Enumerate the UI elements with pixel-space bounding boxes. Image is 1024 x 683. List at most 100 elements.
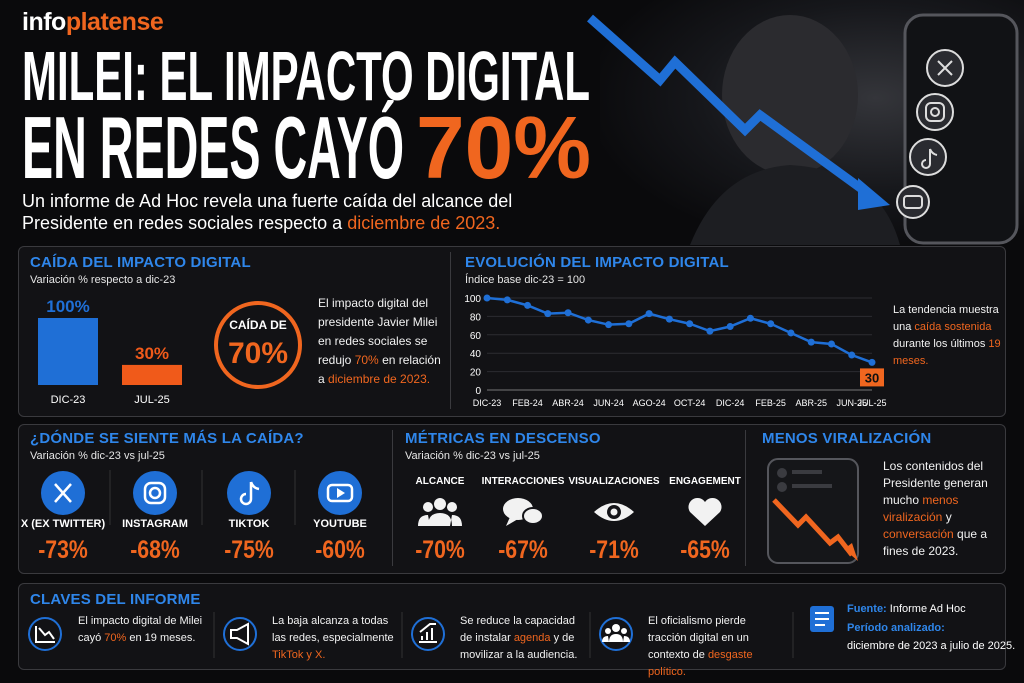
- highlight-text: diciembre de 2023.: [347, 213, 501, 233]
- source: Fuente: Informe Ad Hoc: [847, 603, 966, 615]
- highlight-text: 19 meses.: [893, 338, 1001, 367]
- phone-graphic: [767, 458, 859, 564]
- point: [584, 316, 592, 324]
- platform-name: TIKTOK: [228, 518, 270, 530]
- x-tick-label: DIC-23: [51, 394, 86, 406]
- x-tick-label: ABR-24: [552, 398, 584, 408]
- text-segment: La tendencia muestra una: [893, 304, 999, 333]
- point: [827, 340, 835, 348]
- decline-arrow: [587, 14, 873, 199]
- point: [686, 320, 694, 328]
- line-chart: 0 20 40 60 80 100 DIC-23 FEB-24 ABR-24 JUN-24 AGO-…: [464, 294, 886, 408]
- panel-title: CLAVES DEL INFORME: [30, 591, 201, 608]
- text-segment: El impacto digital del presidente Javier…: [318, 296, 438, 367]
- source-value: Informe Ad Hoc: [886, 603, 966, 615]
- platform-change: -75%: [224, 536, 274, 564]
- subtitle: Un informe de Ad Hoc revela una fuerte c…: [22, 190, 532, 234]
- highlight-text: 70%: [354, 353, 379, 367]
- text-segment: que a fines de 2023.: [883, 527, 988, 558]
- panel-title: ¿DÓNDE SE SIENTE MÁS LA CAÍDA?: [30, 430, 304, 447]
- platform-name: X (EX TWITTER): [20, 518, 106, 530]
- virality-text: Los contenidos del Presidente generan mu…: [883, 458, 998, 560]
- highlight-text: desgaste político.: [648, 649, 753, 678]
- badge: CAÍDA DE 70%: [214, 301, 302, 389]
- point: [807, 338, 815, 346]
- text-segment: y de movilizar a la audiencia.: [460, 632, 578, 661]
- y-tick-label: 60: [470, 331, 482, 342]
- point: [524, 301, 532, 309]
- platform-name: INSTAGRAM: [122, 518, 188, 530]
- key-icons: [28, 612, 794, 658]
- source-label: Fuente:: [847, 603, 887, 615]
- y-tick-label: 20: [470, 368, 482, 379]
- badge-label: CAÍDA DE: [229, 317, 287, 332]
- platform-name: YOUTUBE: [313, 518, 367, 530]
- divider: [392, 430, 393, 566]
- platform-change: -60%: [315, 536, 365, 564]
- text-segment: info: [22, 8, 66, 36]
- platform-icons: [41, 470, 362, 525]
- value-label: 100%: [46, 297, 89, 316]
- metric-name: ENGAGEMENT: [669, 476, 741, 487]
- summary-text: El impacto digital del presidente Javier…: [318, 294, 446, 389]
- portrait-head: [722, 15, 858, 175]
- x-tick-label: DIC-23: [473, 398, 502, 408]
- panel-subtitle: Variación % dic-23 vs jul-25: [405, 450, 540, 462]
- arrow-head: [858, 178, 890, 210]
- phone-icons: [896, 49, 964, 219]
- panel-row-1: [18, 246, 1006, 417]
- text-segment: en relación a: [318, 353, 441, 386]
- point: [625, 320, 633, 328]
- bar-chart: 100% DIC-23 30% JUL-25: [38, 297, 182, 406]
- metric-change: -67%: [498, 536, 548, 564]
- text-segment: La baja alcanza a todas las redes, espec…: [272, 615, 394, 644]
- point: [746, 314, 754, 322]
- text-segment: durante los últimos: [893, 338, 989, 350]
- end-label: 30: [865, 370, 879, 385]
- point: [503, 296, 511, 304]
- point: [868, 358, 876, 366]
- portrait-shoulders: [690, 165, 900, 245]
- trend-note: La tendencia muestra una caída sostenida…: [893, 302, 1003, 370]
- platform-change: -73%: [38, 536, 88, 564]
- badge-ring: [214, 301, 302, 389]
- value-label: 30%: [135, 344, 169, 363]
- y-tick-label: 80: [470, 312, 482, 323]
- badge-value: 70%: [228, 337, 288, 370]
- panel-title: MENOS VIRALIZACIÓN: [762, 430, 932, 447]
- panel-subtitle: Variación % respecto a dic-23: [30, 274, 176, 286]
- title-line-1: MILEI: EL IMPACTO DIGITAL: [22, 37, 590, 115]
- divider: [450, 252, 451, 409]
- key-text: La baja alcanza a todas las redes, espec…: [272, 613, 400, 664]
- point: [665, 315, 673, 323]
- metric-icons: [418, 497, 722, 526]
- text-segment: Los contenidos del Presidente generan mu…: [883, 459, 988, 507]
- metric-change: -70%: [415, 536, 465, 564]
- text-segment: Se reduce la capacidad de instalar: [460, 615, 575, 644]
- y-tick-label: 100: [464, 294, 481, 305]
- x-tick-label: OCT-24: [674, 398, 706, 408]
- panel-subtitle: Índice base dic-23 = 100: [465, 274, 586, 286]
- point: [706, 327, 714, 335]
- point: [483, 294, 491, 302]
- x-tick-label: AGO-24: [633, 398, 666, 408]
- point: [726, 323, 734, 331]
- point: [564, 309, 572, 317]
- header-art: MILEI: EL IMPACTO DIGITAL EN REDES CAYÓ …: [22, 13, 1019, 245]
- highlight-text: conversación: [883, 527, 954, 541]
- metric-name: INTERACCIONES: [481, 476, 565, 487]
- key-text: El oficialismo pierde tracción digital e…: [648, 613, 778, 681]
- bar: [122, 364, 182, 385]
- x-tick-label: JUN-24: [593, 398, 624, 408]
- platform-change: -68%: [130, 536, 180, 564]
- source-icon: [810, 606, 834, 632]
- point: [767, 320, 775, 328]
- period-label: Período analizado:: [847, 622, 945, 634]
- x-tick-label: JUL-25: [857, 398, 886, 408]
- title-highlight: 70%: [416, 98, 591, 197]
- text-segment: en 19 meses.: [126, 632, 196, 644]
- divider: [745, 430, 746, 566]
- x-tick-label: DIC-24: [716, 398, 745, 408]
- text-segment: El impacto digital de Milei cayó: [78, 615, 203, 644]
- bar: [38, 318, 98, 385]
